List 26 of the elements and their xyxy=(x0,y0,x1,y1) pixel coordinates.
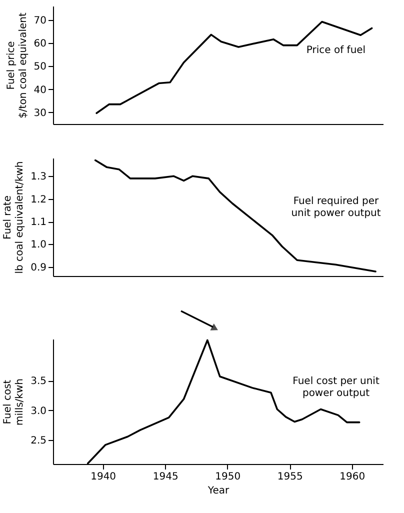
x-axis-title: Year xyxy=(206,486,230,496)
y-tick-label: 1.3 xyxy=(30,172,46,183)
annotation: Fuel required per unit power output xyxy=(291,196,381,219)
line-series xyxy=(96,20,373,114)
y-tick-label: 2.5 xyxy=(30,436,46,447)
y-tick-label: 1.0 xyxy=(30,240,46,251)
y-tick-label: 0.9 xyxy=(30,262,46,274)
x-tick-label: 1955 xyxy=(277,472,303,482)
x-tick-label: 1960 xyxy=(340,472,366,482)
y-tick-label: 50 xyxy=(34,62,46,73)
x-tick-label: 1950 xyxy=(215,472,241,482)
y-axis-title: Fuel cost mills/kwh xyxy=(2,378,26,426)
y-axis-title: Fuel price $/ton coal equivalent xyxy=(6,12,29,118)
x-tick-label: 1940 xyxy=(90,472,116,482)
y-tick-label: 1.1 xyxy=(30,217,46,228)
y-tick-label: 1.2 xyxy=(30,194,46,206)
y-tick-label: 70 xyxy=(34,15,46,26)
y-tick-label: 3.5 xyxy=(30,376,46,388)
y-tick-label: 40 xyxy=(34,84,46,96)
y-tick-label: 60 xyxy=(34,38,46,50)
y-axis-title: Fuel rate lb coal equivalent/kwh xyxy=(2,161,26,274)
annotation: Price of fuel xyxy=(306,45,366,56)
y-tick-label: 30 xyxy=(34,108,46,119)
annotation: Fuel cost per unit power output xyxy=(292,376,380,399)
x-tick-label: 1945 xyxy=(152,472,178,482)
y-tick-label: 3.0 xyxy=(30,406,46,417)
